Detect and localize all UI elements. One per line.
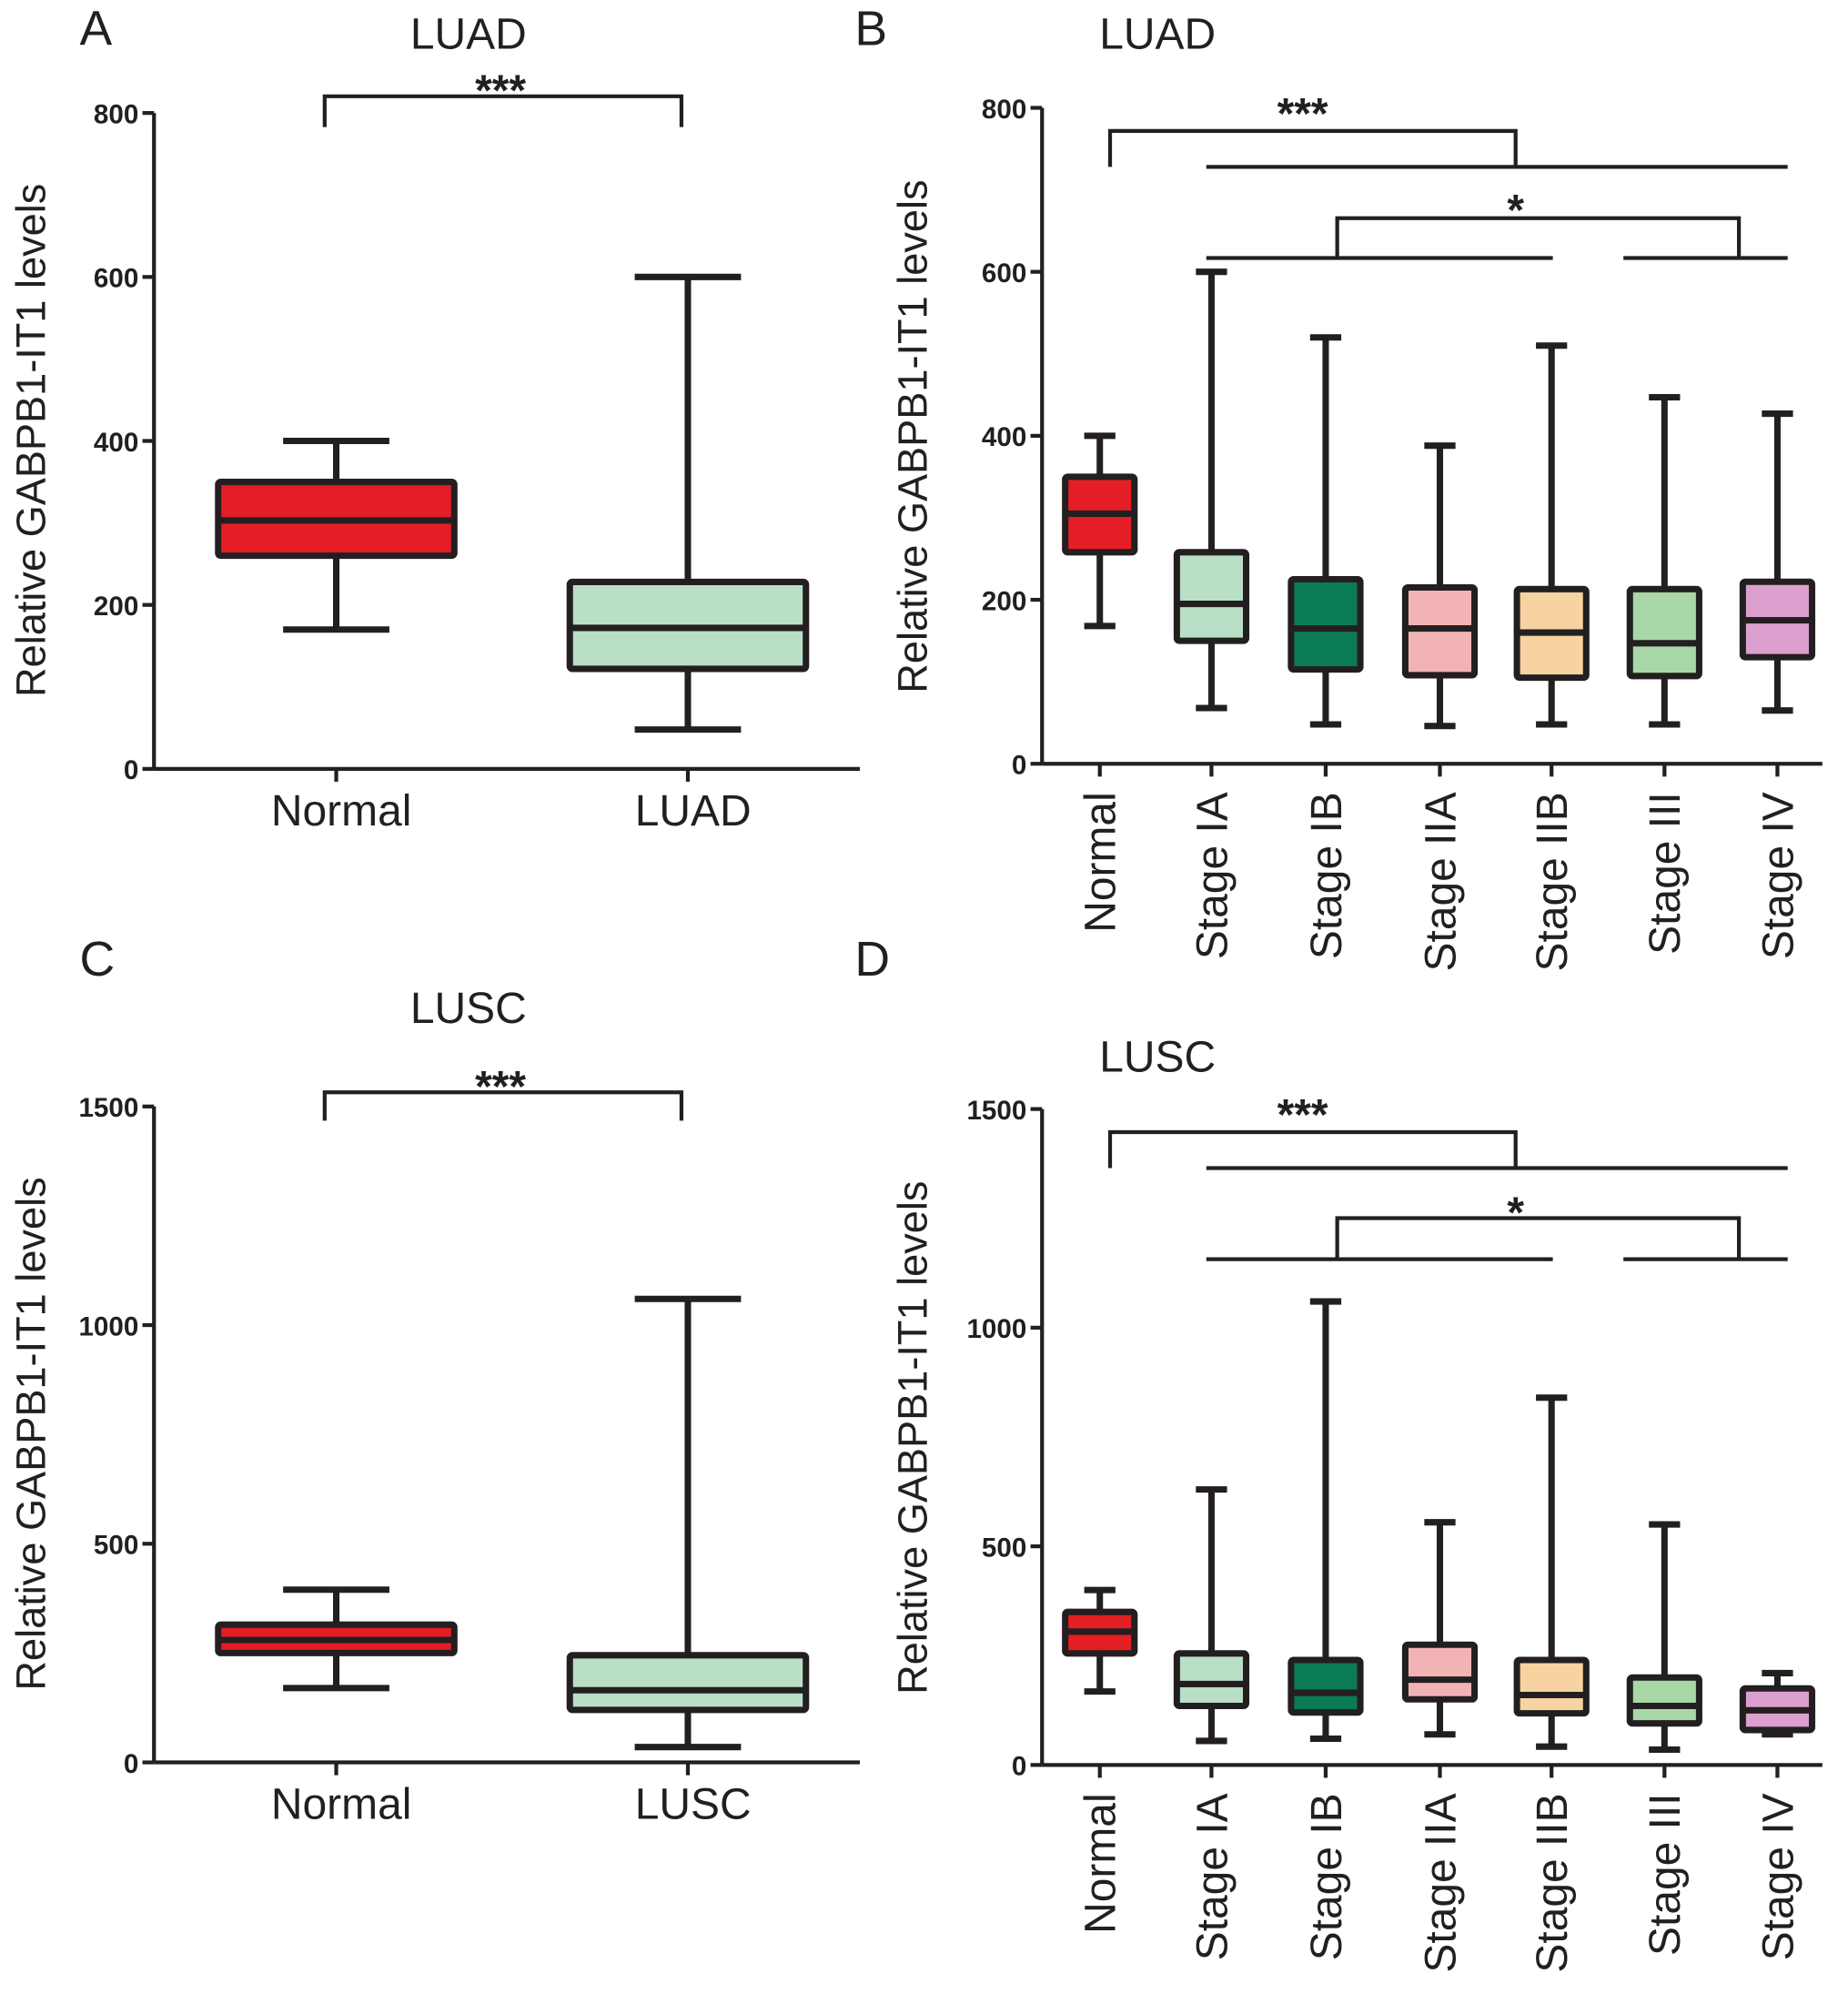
x-tick-label: LUAD (635, 787, 752, 835)
y-tick-label: 0 (124, 1749, 138, 1779)
x-tick-label: Stage III (1641, 1793, 1690, 1956)
iqr-box (1173, 1650, 1250, 1710)
significance-label: *** (475, 1063, 526, 1111)
y-tick-label: 800 (982, 95, 1026, 125)
x-tick-label: Stage IIB (1529, 792, 1577, 971)
y-tick-label: 1500 (78, 1093, 138, 1123)
y-tick-label: 1500 (966, 1096, 1026, 1126)
y-tick-label: 0 (1012, 1752, 1026, 1782)
significance-bracket (322, 1090, 684, 1121)
y-tick-label: 400 (94, 428, 138, 458)
iqr-box (566, 1652, 810, 1714)
box-stage-ia (1173, 268, 1250, 712)
x-tick-label: Normal (271, 787, 412, 835)
x-tick-label: Stage IIA (1417, 792, 1465, 971)
panel-b: B LUAD Relative GABPB1-IT1 levels 0 200 400 60… (854, 1, 1823, 971)
panel-letter: C (79, 932, 115, 987)
y-tick-label: 0 (1012, 751, 1026, 781)
y-tick-label: 600 (982, 258, 1026, 288)
box-stage-iia (1401, 1519, 1479, 1738)
box-stage-iv (1739, 410, 1816, 714)
y-tick-label: 1000 (966, 1314, 1026, 1344)
panel-d: D LUSC Relative GABPB1-IT1 levels 0 500 1000 1… (854, 932, 1823, 1973)
y-tick-label: 200 (94, 592, 138, 622)
significance-bracket (1335, 1216, 1742, 1260)
x-tick-label: Normal (1077, 792, 1126, 933)
panel-a: A LUAD Relative GABPB1-IT1 levels 0 200 400 60… (7, 1, 860, 835)
x-tick-label: Stage IA (1188, 792, 1237, 959)
box-stage-iib (1513, 1394, 1590, 1750)
box-normal (1062, 432, 1138, 630)
y-tick-label: 600 (94, 264, 138, 294)
y-tick-label: 500 (982, 1533, 1026, 1563)
iqr-box (1626, 585, 1702, 680)
iqr-box (1401, 1641, 1479, 1703)
x-tick-label: Stage IIB (1529, 1793, 1577, 1972)
x-tick-label: LUSC (635, 1781, 752, 1829)
significance-label: * (1507, 187, 1524, 235)
significance-bracket (1107, 1129, 1518, 1169)
x-tick-label: Normal (271, 1781, 412, 1829)
y-tick-label: 400 (982, 422, 1026, 452)
iqr-box (1173, 549, 1250, 644)
box-stage-ia (1173, 1486, 1250, 1745)
box-stage-ib (1288, 334, 1364, 728)
significance-bracket (1107, 128, 1518, 167)
box-stage-iii (1626, 1521, 1702, 1754)
x-tick-label: Stage IV (1754, 1793, 1803, 1960)
box-stage-iib (1513, 342, 1590, 728)
box-stage-iv (1739, 1669, 1816, 1738)
box-stage-ib (1288, 1298, 1364, 1743)
panel-letter: D (854, 932, 890, 987)
x-tick-label: Stage III (1641, 792, 1690, 955)
panel-c: C LUSC Relative GABPB1-IT1 levels 0 500 1000 1… (7, 932, 860, 1829)
iqr-box (1513, 1656, 1590, 1717)
x-tick-label: Stage IV (1754, 792, 1803, 959)
iqr-box (1288, 575, 1364, 673)
significance-label: *** (1277, 90, 1328, 138)
x-tick-label: Normal (1077, 1793, 1126, 1933)
iqr-box (1288, 1656, 1364, 1716)
x-tick-label: Stage IA (1188, 1793, 1237, 1960)
y-tick-label: 200 (982, 586, 1026, 616)
chart-title: LUSC (1099, 1034, 1216, 1082)
significance-bracket (1335, 216, 1742, 258)
box-stage-iii (1626, 393, 1702, 728)
chart-title: LUAD (1099, 11, 1216, 59)
box-normal (215, 1586, 458, 1692)
significance-label: *** (475, 67, 526, 116)
box-stage-iia (1401, 442, 1479, 730)
box-normal (1062, 1586, 1138, 1695)
chart-title: LUSC (410, 985, 527, 1033)
significance-label: * (1507, 1189, 1524, 1237)
x-tick-label: Stage IIA (1417, 1793, 1465, 1972)
y-axis-title: Relative GABPB1-IT1 levels (889, 179, 935, 693)
significance-label: *** (1277, 1091, 1328, 1139)
y-tick-label: 800 (94, 99, 138, 129)
y-tick-label: 1000 (78, 1311, 138, 1341)
y-axis-title: Relative GABPB1-IT1 levels (889, 1181, 935, 1695)
chart-title: LUAD (410, 11, 527, 59)
panel-letter: B (854, 1, 887, 56)
y-axis-title: Relative GABPB1-IT1 levels (7, 1177, 54, 1690)
y-tick-label: 0 (124, 755, 138, 785)
iqr-box (1626, 1674, 1702, 1727)
x-tick-label: Stage IB (1303, 1793, 1351, 1960)
box-lusc (566, 1295, 810, 1751)
significance-bracket (322, 94, 684, 127)
y-tick-label: 500 (94, 1531, 138, 1561)
box-normal (215, 437, 458, 633)
y-axis-title: Relative GABPB1-IT1 levels (7, 184, 54, 697)
x-tick-label: Stage IB (1303, 792, 1351, 959)
panel-letter: A (79, 1, 112, 56)
box-luad (566, 273, 810, 734)
